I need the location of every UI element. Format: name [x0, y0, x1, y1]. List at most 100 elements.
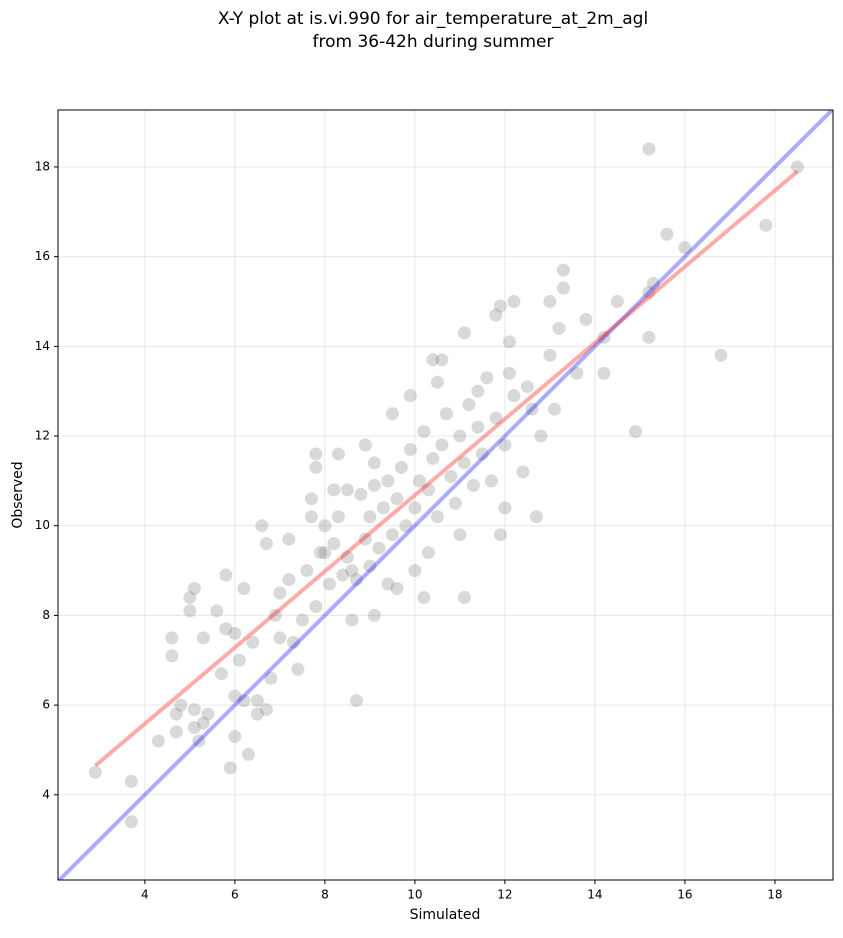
x-tick-label: 8 [321, 888, 329, 902]
point [502, 366, 516, 380]
point [646, 277, 660, 291]
point [124, 815, 138, 829]
point [421, 483, 435, 497]
point [493, 528, 507, 542]
point [394, 460, 408, 474]
point [349, 573, 363, 587]
point [88, 765, 102, 779]
point [237, 694, 251, 708]
point [228, 689, 242, 703]
x-tick-label: 6 [231, 888, 239, 902]
point [457, 590, 471, 604]
point [408, 501, 422, 515]
point [282, 573, 296, 587]
point [421, 546, 435, 560]
point [327, 537, 341, 551]
point [381, 474, 395, 488]
point [480, 371, 494, 385]
point [259, 703, 273, 717]
y-tick-label: 14 [35, 339, 50, 353]
point [678, 241, 692, 255]
point [300, 564, 314, 578]
point [318, 519, 332, 533]
point [273, 631, 287, 645]
chart-title: X-Y plot at is.vi.990 for air_temperatur… [218, 9, 648, 29]
point [610, 294, 624, 308]
point [340, 483, 354, 497]
point [390, 492, 404, 506]
point [448, 496, 462, 510]
point [291, 662, 305, 676]
point [628, 425, 642, 439]
point [759, 218, 773, 232]
point [381, 577, 395, 591]
fit-line [94, 169, 799, 768]
point [556, 281, 570, 295]
point [210, 604, 224, 618]
point [597, 330, 611, 344]
y-tick-label: 16 [35, 249, 50, 263]
y-tick-label: 12 [35, 429, 50, 443]
point [471, 384, 485, 398]
x-axis-label: Simulated [410, 907, 481, 923]
point [331, 447, 345, 461]
point [417, 425, 431, 439]
point [354, 487, 368, 501]
point [309, 599, 323, 613]
point [376, 501, 390, 515]
point [520, 380, 534, 394]
point [484, 474, 498, 488]
y-tick-label: 10 [35, 518, 50, 532]
point [435, 353, 449, 367]
point [462, 398, 476, 412]
point [471, 420, 485, 434]
point [223, 761, 237, 775]
point [430, 510, 444, 524]
x-tick-label: 14 [587, 888, 602, 902]
x-tick-label: 16 [677, 888, 692, 902]
point [363, 559, 377, 573]
point [273, 586, 287, 600]
point [642, 286, 656, 300]
point [246, 635, 260, 649]
point [219, 568, 233, 582]
point [264, 671, 278, 685]
point [642, 142, 656, 156]
point [349, 694, 363, 708]
point [214, 667, 228, 681]
point [187, 721, 201, 735]
point [489, 308, 503, 322]
point [525, 402, 539, 416]
point [304, 510, 318, 524]
point [372, 541, 386, 555]
point [165, 649, 179, 663]
point [453, 429, 467, 443]
point [201, 707, 215, 721]
point [367, 478, 381, 492]
point [187, 582, 201, 596]
point [435, 438, 449, 452]
x-tick-label: 12 [497, 888, 512, 902]
point [124, 774, 138, 788]
point [367, 456, 381, 470]
point [426, 451, 440, 465]
point [183, 590, 197, 604]
y-tick-label: 6 [42, 698, 50, 712]
point [390, 582, 404, 596]
point [151, 734, 165, 748]
point [187, 703, 201, 717]
point [439, 407, 453, 421]
point [498, 501, 512, 515]
point [219, 622, 233, 636]
point [196, 631, 210, 645]
point [552, 321, 566, 335]
point [507, 389, 521, 403]
point [444, 469, 458, 483]
point [403, 442, 417, 456]
point [457, 326, 471, 340]
point [192, 734, 206, 748]
point [282, 532, 296, 546]
point [579, 312, 593, 326]
point [556, 263, 570, 277]
point [516, 465, 530, 479]
